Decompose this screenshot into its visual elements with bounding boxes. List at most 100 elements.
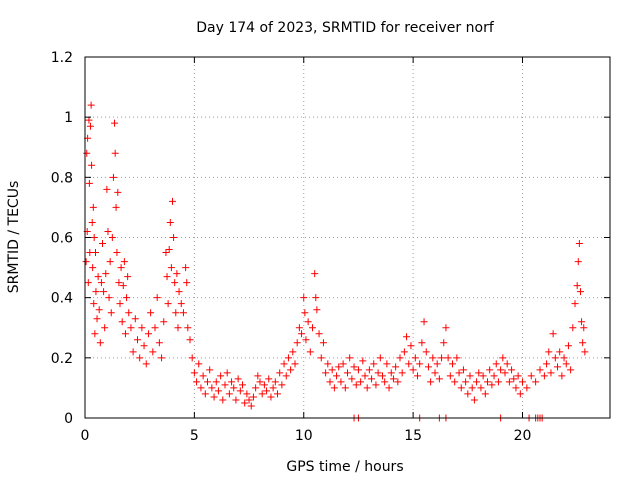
data-point (420, 318, 428, 326)
data-point (551, 354, 559, 362)
data-point (258, 390, 266, 398)
data-point (295, 324, 303, 332)
data-point (558, 372, 566, 380)
data-point (82, 258, 90, 266)
data-point (217, 372, 225, 380)
data-point (89, 264, 97, 272)
data-point (195, 360, 203, 368)
data-point (322, 369, 330, 377)
data-point (201, 390, 209, 398)
y-tick-label: 1.2 (51, 50, 73, 66)
data-point (574, 258, 582, 266)
data-point (241, 399, 249, 407)
data-point (92, 288, 100, 296)
data-point (111, 149, 119, 157)
y-tick-label: 0.6 (51, 231, 73, 247)
data-point (453, 354, 461, 362)
data-point (158, 354, 166, 362)
data-point (407, 342, 415, 350)
data-point (339, 360, 347, 368)
y-axis-label: SRMTID / TECUs (6, 181, 22, 294)
data-point (94, 273, 102, 281)
data-point (422, 348, 430, 356)
data-point (172, 309, 180, 317)
data-point (121, 330, 129, 338)
data-point (118, 318, 126, 326)
data-point (301, 309, 309, 317)
data-point (304, 318, 312, 326)
data-point (540, 372, 548, 380)
data-point (492, 360, 500, 368)
data-point (96, 339, 104, 347)
data-point (394, 378, 402, 386)
data-point (103, 185, 111, 193)
data-point (328, 366, 336, 374)
data-point (204, 378, 211, 386)
data-point (357, 378, 365, 386)
data-point (444, 354, 452, 362)
data-point (330, 384, 338, 392)
data-point (455, 369, 463, 377)
data-point (90, 234, 98, 241)
data-point (562, 360, 570, 368)
data-point (499, 354, 507, 362)
data-point (571, 300, 579, 308)
data-point (278, 381, 286, 389)
data-point (117, 264, 125, 272)
data-point (554, 363, 561, 371)
data-point (90, 300, 98, 308)
data-point (108, 234, 116, 241)
data-point (107, 309, 115, 317)
data-point (212, 378, 220, 386)
data-point (519, 378, 526, 386)
data-point (543, 360, 551, 368)
data-point (260, 381, 268, 389)
data-point (403, 333, 411, 341)
data-point (169, 197, 176, 205)
data-point (85, 116, 93, 124)
data-point (92, 249, 99, 257)
data-point (149, 348, 157, 356)
data-point (206, 366, 214, 374)
data-point (527, 372, 535, 380)
data-point (333, 372, 341, 380)
data-point (91, 330, 99, 338)
data-point (188, 354, 196, 362)
chart-title: Day 174 of 2023, SRMTID for receiver nor… (196, 20, 495, 36)
data-point (510, 375, 518, 383)
data-point (131, 315, 139, 323)
data-point (99, 240, 106, 248)
data-point (319, 339, 327, 347)
data-point (315, 330, 323, 338)
x-tick-label: 10 (295, 428, 313, 444)
data-point (484, 378, 491, 386)
data-point (324, 360, 332, 368)
plot-frame (84, 56, 611, 419)
data-point (398, 369, 406, 377)
data-point (243, 390, 251, 398)
data-point (508, 366, 516, 374)
data-point (199, 372, 207, 380)
data-point (512, 384, 520, 392)
data-point (418, 339, 426, 347)
data-point (523, 384, 531, 392)
x-tick-label: 0 (81, 428, 90, 444)
data-point (208, 384, 216, 392)
data-point (547, 369, 555, 377)
data-point (225, 390, 233, 398)
data-point (468, 384, 476, 392)
data-point (446, 372, 454, 380)
data-point (475, 369, 483, 377)
data-point (361, 372, 369, 380)
data-point (85, 179, 93, 187)
data-point (182, 264, 190, 272)
data-point (560, 354, 568, 362)
data-point (396, 354, 404, 362)
data-point (151, 324, 159, 332)
data-point (87, 101, 95, 109)
data-point (312, 294, 320, 302)
data-point (183, 279, 191, 287)
data-point (302, 336, 310, 344)
data-point (136, 354, 144, 362)
data-point (221, 381, 229, 389)
